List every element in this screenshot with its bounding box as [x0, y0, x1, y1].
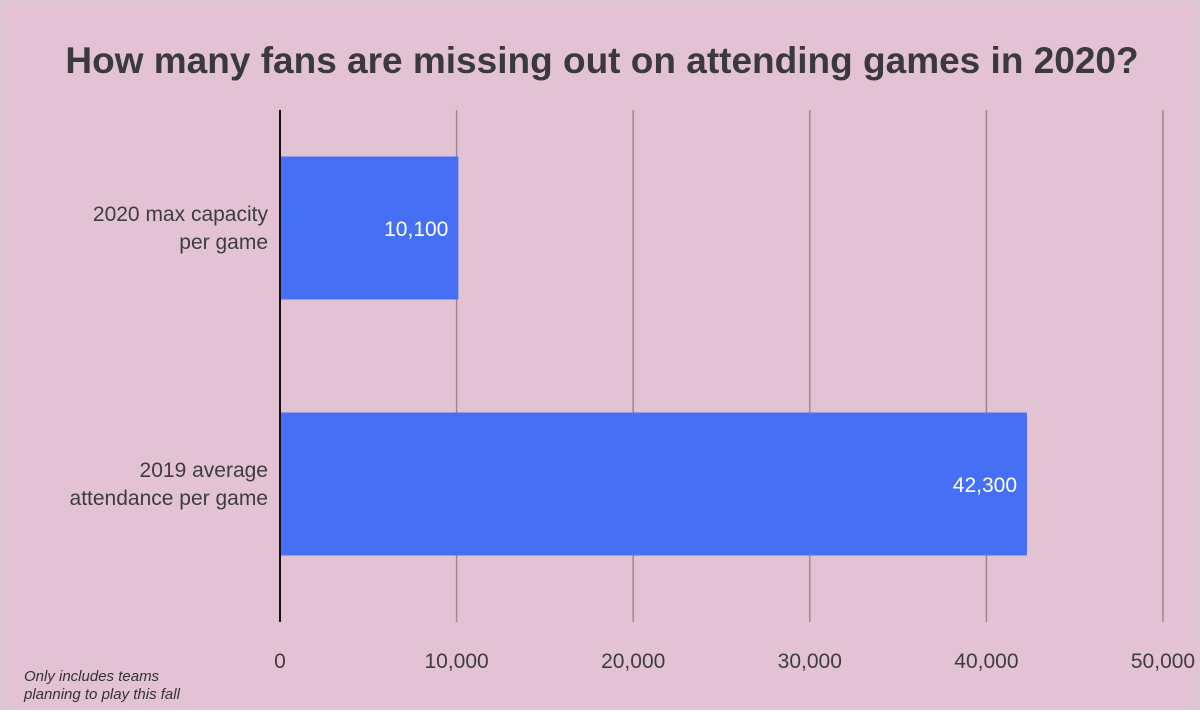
bar-data-label: 10,100 — [384, 218, 448, 241]
x-tick-label: 50,000 — [1131, 650, 1195, 673]
x-tick-label: 20,000 — [601, 650, 665, 673]
bar — [280, 156, 459, 300]
x-tick-label: 10,000 — [424, 650, 488, 673]
x-tick-label: 30,000 — [778, 650, 842, 673]
category-label: attendance per game — [70, 487, 268, 510]
category-label: 2020 max capacity — [93, 203, 269, 226]
footnote: Only includes teams planning to play thi… — [24, 668, 224, 704]
footnote-line-2: planning to play this fall — [24, 686, 180, 703]
x-tick-label: 0 — [274, 650, 286, 673]
bar-data-label: 42,300 — [953, 474, 1017, 497]
chart-title: How many fans are missing out on attendi… — [65, 40, 1139, 81]
category-label: per game — [179, 231, 268, 254]
x-tick-label: 40,000 — [954, 650, 1018, 673]
bar — [280, 412, 1028, 556]
category-label: 2019 average — [140, 459, 268, 482]
footnote-line-1: Only includes teams — [24, 668, 160, 685]
